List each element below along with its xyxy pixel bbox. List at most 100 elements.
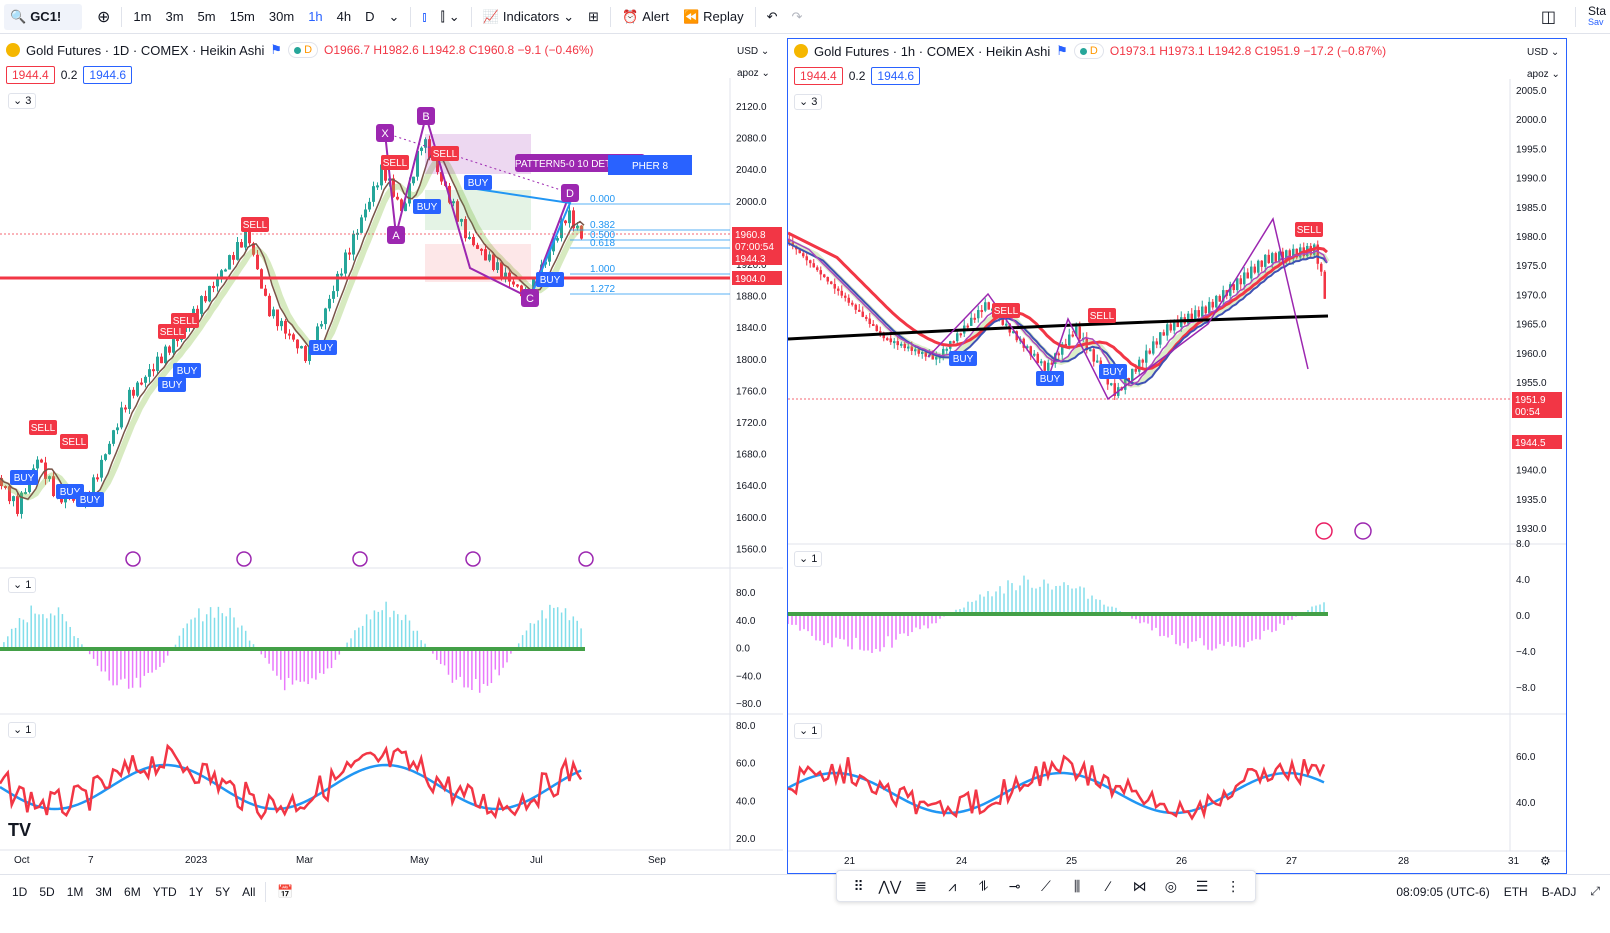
abcd-pattern-icon[interactable]: ⩘ <box>948 877 957 894</box>
drawing-toolbar: ⠿ ⋀⋁ ≣ ⩘ ⥮ ⊸ ⟋ ⫼ ∕ ⋈ ◎ ☰ ⋮ <box>836 870 1256 902</box>
range-5y[interactable]: 5Y <box>215 884 231 899</box>
right-chart-canvas[interactable]: 2005.0 2000.0 1995.0 1990.0 1985.0 1980.0 1975… <box>788 39 1566 873</box>
redo-button[interactable]: ↷ <box>785 4 810 30</box>
rewind-icon: ⏪ <box>682 8 700 24</box>
timeframe-3m[interactable]: 3m <box>165 9 184 24</box>
candle-body <box>268 295 271 317</box>
drag-handle-icon[interactable]: ⠿ <box>853 877 864 894</box>
save-button[interactable]: Sta Sav <box>1588 5 1606 28</box>
pane3-count: 1 <box>811 725 818 737</box>
timeframe-1m[interactable]: 1m <box>133 9 152 24</box>
timeframe-dropdown[interactable]: ⌄ <box>382 4 407 30</box>
date-range-button[interactable]: 📅 <box>270 879 300 905</box>
range-ytd[interactable]: YTD <box>152 884 177 899</box>
head-shoulders-icon[interactable]: ⋈ <box>1132 877 1147 894</box>
left-pane2-toggle[interactable]: ⌄ 1 <box>8 577 37 593</box>
session-label[interactable]: ETH <box>1503 884 1528 899</box>
bar-style-button[interactable]: ⫾ <box>415 4 433 30</box>
adjust-label[interactable]: B-ADJ <box>1541 884 1577 899</box>
replay-button[interactable]: ⏪ Replay <box>676 4 751 30</box>
time-axis-tick: 28 <box>1398 856 1410 867</box>
horizontal-ray-icon[interactable]: ⊸ <box>1008 877 1021 894</box>
sell-price-box[interactable]: 1944.4 <box>6 66 55 84</box>
undo-button[interactable]: ↶ <box>760 4 785 30</box>
fib-extension-icon[interactable]: ⋮ <box>1226 877 1241 894</box>
range-1d[interactable]: 1D <box>12 884 28 899</box>
layout-toggle-button[interactable]: ◫ <box>1534 4 1563 30</box>
right-pane3-toggle[interactable]: ⌄ 1 <box>794 723 823 739</box>
time-axis-tick: Sep <box>648 855 666 866</box>
candle-body <box>886 338 889 341</box>
clock-label[interactable]: 08:09:05 (UTC-6) <box>1396 884 1490 899</box>
currency-button[interactable]: USD ⌄ <box>737 46 770 57</box>
range-1m[interactable]: 1M <box>66 884 84 899</box>
buy-signal-text: BUY <box>162 380 183 391</box>
fib-label: 0.382 <box>590 220 615 231</box>
range-1y[interactable]: 1Y <box>188 884 204 899</box>
timeframe-4h[interactable]: 4h <box>336 9 352 24</box>
candles-button[interactable]: ⫿ ⌄ <box>434 4 467 30</box>
candle-body <box>272 309 275 317</box>
timeframe-15m[interactable]: 15m <box>229 9 255 24</box>
indicators-label: Indicators <box>502 9 560 24</box>
spread-label: 0.2 <box>848 69 866 83</box>
market-status-badge[interactable]: D <box>288 42 319 58</box>
candle-body <box>1260 260 1263 267</box>
price-axis-tick: 2040.0 <box>736 165 767 176</box>
alert-button[interactable]: ⏰ Alert <box>615 4 676 30</box>
fib-timezone-icon[interactable]: ☰ <box>1195 877 1209 894</box>
layouts-button[interactable]: ⊞ <box>581 4 606 30</box>
range-5d[interactable]: 5D <box>39 884 55 899</box>
pitchfork-icon[interactable]: ⫼ <box>1073 877 1081 894</box>
fullscreen-icon[interactable]: ⤢ <box>1590 884 1600 898</box>
buy-price-box[interactable]: 1944.6 <box>871 67 921 85</box>
add-symbol-button[interactable]: ⊕ <box>90 4 117 30</box>
trend-line-icon[interactable]: ⟋ <box>1041 877 1051 894</box>
timeframe-5m[interactable]: 5m <box>197 9 216 24</box>
indicators-button[interactable]: 📈 Indicators ⌄ <box>476 4 581 30</box>
candle-body <box>1267 254 1270 263</box>
buy-price-box[interactable]: 1944.6 <box>83 66 133 84</box>
candle-body <box>816 267 819 271</box>
fib-channel-icon[interactable]: ⥮ <box>978 877 989 894</box>
market-status-badge[interactable]: D <box>1073 43 1104 59</box>
candle-body <box>851 302 854 305</box>
right-pane2-toggle[interactable]: ⌄ 1 <box>794 551 823 567</box>
scale-mode-button[interactable]: apoz ⌄ <box>737 68 770 79</box>
fib-retracement-icon[interactable]: ≣ <box>915 877 927 894</box>
fib-circle-icon[interactable]: ◎ <box>1164 877 1177 894</box>
left-pane3-toggle[interactable]: ⌄ 1 <box>8 722 37 738</box>
range-6m[interactable]: 6M <box>124 884 141 899</box>
currency-button[interactable]: USD ⌄ <box>1527 47 1560 58</box>
xabcd-pattern-icon[interactable]: ⋀⋁ <box>878 877 902 894</box>
left-chart-canvas[interactable]: 2120.02080.02040.02000.01960.01920.01880… <box>0 38 783 874</box>
right-chart-panel[interactable]: 2005.0 2000.0 1995.0 1990.0 1985.0 1980.0 1975… <box>787 38 1567 874</box>
candle-body <box>1316 244 1319 264</box>
time-axis-tick: May <box>410 855 429 866</box>
sell-price-box[interactable]: 1944.4 <box>794 67 843 85</box>
candle-body <box>1155 341 1158 345</box>
scale-mode-button[interactable]: apoz ⌄ <box>1527 69 1560 80</box>
symbol-search[interactable]: 🔍 GC1! <box>4 3 82 30</box>
buy-signal-tag <box>158 377 186 392</box>
candle-body <box>1187 313 1190 324</box>
line-icon[interactable]: ∕ <box>1107 878 1110 894</box>
left-chart-panel[interactable]: 2120.02080.02040.02000.01960.01920.01880… <box>0 38 783 874</box>
left-indicator-toggle[interactable]: ⌄ 3 <box>8 93 37 109</box>
harmonic-point-marker <box>387 226 405 244</box>
range-3m[interactable]: 3M <box>95 884 113 899</box>
candle-body <box>980 310 983 313</box>
right-indicator-toggle[interactable]: ⌄ 3 <box>794 94 823 110</box>
badge-label: D <box>1089 45 1098 57</box>
left-ohlc: O1966.7 H1982.6 L1942.8 C1960.8 −9.1 (−0… <box>324 43 594 57</box>
range-all[interactable]: All <box>242 884 256 899</box>
sell-signal-text: SELL <box>1090 311 1115 322</box>
candle-body <box>112 430 115 444</box>
pane3-axis-tick: 40.0 <box>736 796 756 807</box>
countdown-tag-text: 00:54 <box>1515 407 1540 418</box>
price-axis-tick: 1720.0 <box>736 418 767 429</box>
timeframe-30m[interactable]: 30m <box>268 9 295 24</box>
timeframe-1h[interactable]: 1h <box>308 9 323 24</box>
replay-label: Replay <box>703 9 744 24</box>
timeframe-d[interactable]: D <box>365 9 375 24</box>
